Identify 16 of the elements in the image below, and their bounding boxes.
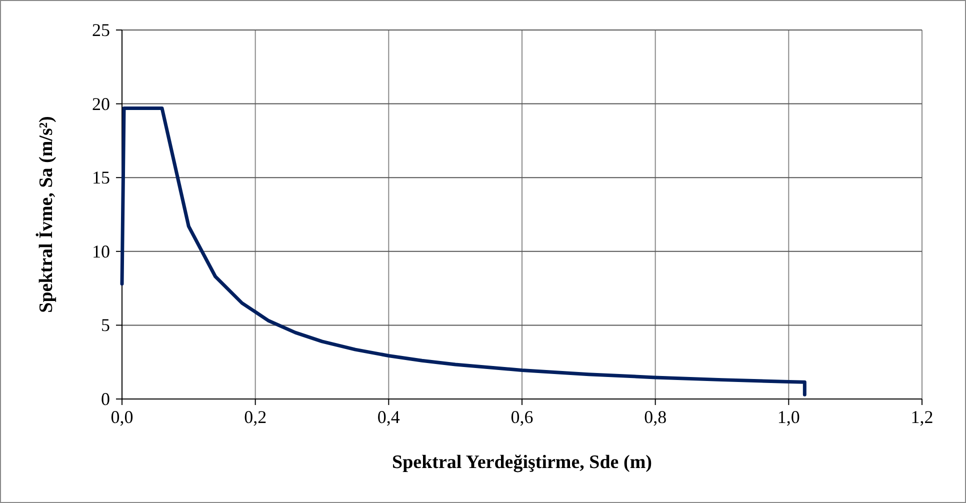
x-tick-label: 0,0: [110, 407, 134, 427]
y-tick-label: 5: [101, 315, 110, 336]
y-tick-label: 10: [92, 241, 110, 262]
y-tick-label: 25: [92, 20, 110, 40]
x-tick-label: 0,4: [377, 407, 400, 427]
x-tick-label: 0,2: [244, 407, 267, 427]
y-tick-label: 15: [92, 168, 110, 188]
x-tick-label: 0,6: [510, 407, 534, 427]
x-tick-label: 1,2: [910, 407, 934, 427]
line-series: [120, 106, 806, 396]
y-axis-title: Spektral İvme, Sa (m/s²): [35, 116, 57, 313]
x-tick-label: 1,0: [777, 407, 800, 427]
y-tick-label: 20: [92, 94, 110, 114]
x-axis-title: Spektral Yerdeğiştirme, Sde (m): [392, 452, 652, 473]
x-tick-label: 0,8: [644, 407, 667, 427]
y-tick-label: 0: [101, 389, 110, 409]
